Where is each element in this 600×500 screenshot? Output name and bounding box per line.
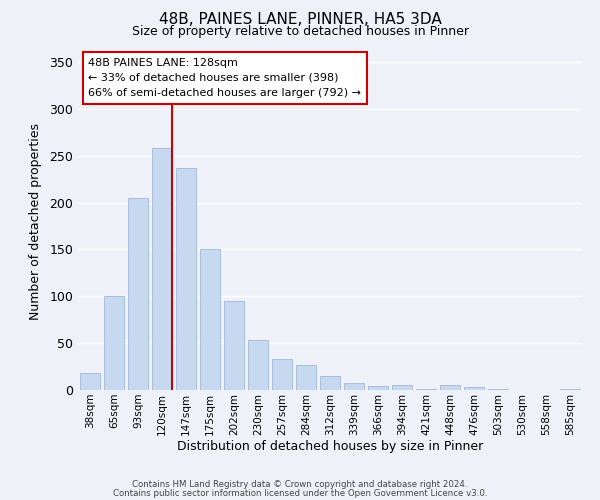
Text: Contains HM Land Registry data © Crown copyright and database right 2024.: Contains HM Land Registry data © Crown c…: [132, 480, 468, 489]
Bar: [248, 340, 268, 390]
Bar: [344, 382, 364, 390]
Bar: [200, 250, 220, 390]
Bar: [488, 389, 508, 390]
Bar: [416, 389, 436, 390]
Text: Contains public sector information licensed under the Open Government Licence v3: Contains public sector information licen…: [113, 488, 487, 498]
Bar: [464, 387, 484, 390]
Bar: [152, 148, 172, 390]
Bar: [392, 386, 412, 390]
Bar: [320, 376, 340, 390]
Text: Size of property relative to detached houses in Pinner: Size of property relative to detached ho…: [131, 25, 469, 38]
Text: 48B PAINES LANE: 128sqm
← 33% of detached houses are smaller (398)
66% of semi-d: 48B PAINES LANE: 128sqm ← 33% of detache…: [88, 58, 361, 98]
X-axis label: Distribution of detached houses by size in Pinner: Distribution of detached houses by size …: [177, 440, 483, 454]
Bar: [80, 373, 100, 390]
Bar: [296, 364, 316, 390]
Y-axis label: Number of detached properties: Number of detached properties: [29, 122, 43, 320]
Bar: [272, 359, 292, 390]
Bar: [224, 301, 244, 390]
Bar: [368, 386, 388, 390]
Text: 48B, PAINES LANE, PINNER, HA5 3DA: 48B, PAINES LANE, PINNER, HA5 3DA: [158, 12, 442, 28]
Bar: [440, 386, 460, 390]
Bar: [104, 296, 124, 390]
Bar: [560, 389, 580, 390]
Bar: [128, 198, 148, 390]
Bar: [176, 168, 196, 390]
